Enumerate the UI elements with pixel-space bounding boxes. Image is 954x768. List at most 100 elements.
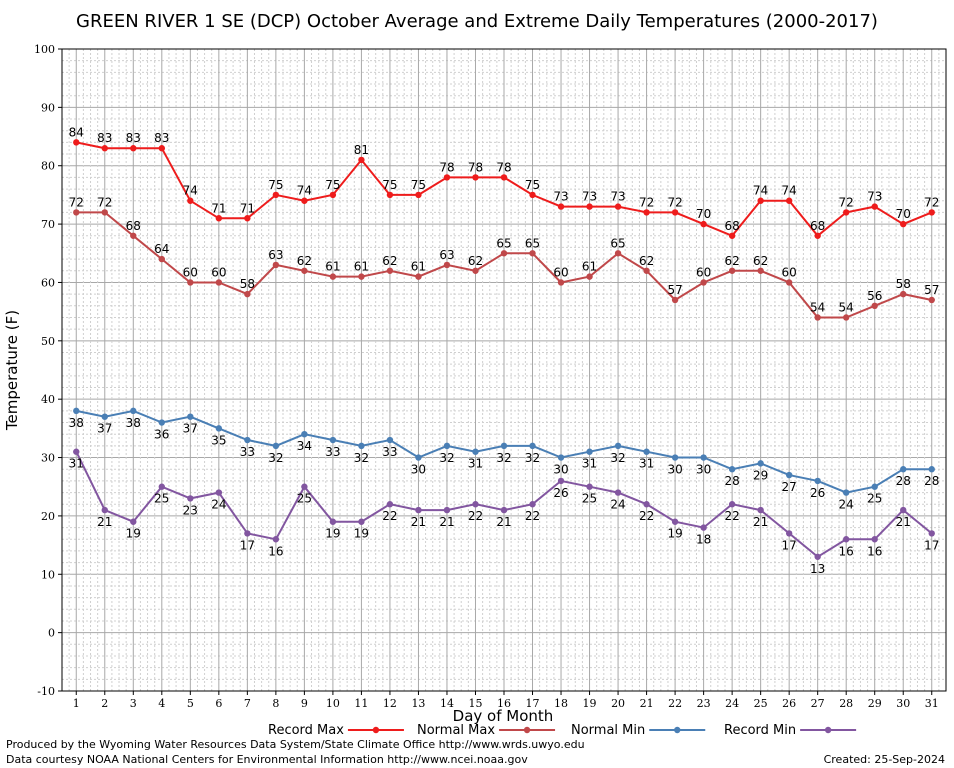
x-tick-label: 25 xyxy=(754,697,768,710)
x-tick-label: 7 xyxy=(244,697,251,710)
y-tick-label: 40 xyxy=(41,393,55,406)
record-max-point xyxy=(415,191,422,199)
normal-max-data-label: 61 xyxy=(582,260,597,274)
series-normal-min: 38 37 38 36 37 35 33 32 34 33 32 33 30 32 31 32 32 30 31 32… xyxy=(69,407,939,512)
record-max-point xyxy=(842,209,850,216)
normal-max-data-label: 60 xyxy=(553,265,568,279)
normal-max-point xyxy=(586,273,593,280)
record-max-point xyxy=(900,220,907,228)
normal-max-point xyxy=(614,250,622,257)
normal-min-data-label: 30 xyxy=(553,463,568,477)
record-max-point xyxy=(814,232,821,239)
normal-min-data-label: 30 xyxy=(696,463,711,477)
normal-max-point xyxy=(130,232,137,239)
normal-min-point xyxy=(728,466,736,473)
y-tick-label: 70 xyxy=(41,218,55,231)
normal-max-point xyxy=(301,267,308,274)
record-max-point xyxy=(187,197,194,204)
record-min-point xyxy=(671,518,679,525)
normal-min-point xyxy=(586,448,593,455)
normal-min-data-label: 32 xyxy=(610,451,625,465)
x-tick-label: 14 xyxy=(440,697,454,710)
record-min-point xyxy=(928,530,935,537)
normal-max-data-label: 65 xyxy=(610,236,625,250)
normal-max-point xyxy=(500,250,508,257)
record-min-point xyxy=(586,483,593,490)
normal-min-data-label: 36 xyxy=(154,428,169,442)
record-max-point xyxy=(158,145,166,152)
record-max-data-label: 68 xyxy=(724,219,739,233)
record-min-data-label: 17 xyxy=(782,538,797,552)
record-max-data-label: 74 xyxy=(753,184,768,198)
normal-max-point xyxy=(272,261,280,269)
x-tick-label: 22 xyxy=(668,697,682,710)
normal-min-point xyxy=(272,442,280,450)
x-tick-label: 21 xyxy=(640,697,654,710)
y-tick-label: -10 xyxy=(37,685,55,698)
normal-max-point xyxy=(472,267,479,274)
x-tick-label: 27 xyxy=(811,697,825,710)
x-tick-label: 24 xyxy=(725,697,739,710)
record-min-data-label: 16 xyxy=(839,544,854,558)
record-max-data-label: 71 xyxy=(240,201,255,215)
record-max-data-label: 70 xyxy=(696,207,711,221)
record-max-data-label: 78 xyxy=(468,160,483,174)
normal-min-point xyxy=(329,436,337,444)
record-max-point xyxy=(643,209,650,216)
normal-min-data-label: 38 xyxy=(126,416,141,430)
record-max-data-label: 81 xyxy=(354,143,369,157)
normal-min-data-label: 32 xyxy=(496,451,511,465)
x-tick-label: 20 xyxy=(611,697,625,710)
record-max-point xyxy=(443,174,451,181)
normal-min-data-label: 24 xyxy=(839,498,854,512)
record-max-data-label: 72 xyxy=(639,195,654,209)
normal-max-point xyxy=(728,267,736,274)
record-min-point xyxy=(757,506,764,514)
series-record-min: 31 21 19 25 23 24 17 16 25 19 19 22 21 21 22 21 22 26 25 24… xyxy=(69,448,939,576)
normal-max-point xyxy=(757,267,764,274)
normal-min-data-label: 34 xyxy=(297,439,312,453)
normal-max-data-label: 63 xyxy=(439,248,454,262)
record-min-data-label: 24 xyxy=(610,498,625,512)
normal-max-point xyxy=(386,267,394,274)
normal-max-point xyxy=(700,279,707,286)
normal-min-point xyxy=(643,448,650,455)
record-max-point xyxy=(301,197,308,204)
y-tick-label: 100 xyxy=(34,43,55,56)
normal-max-point xyxy=(529,250,536,257)
record-min-point xyxy=(301,483,308,490)
y-axis-ticks: -10 0 10 20 30 40 50 60 70 80 90 100 xyxy=(34,43,62,698)
normal-max-point xyxy=(643,267,650,274)
normal-max-data-label: 62 xyxy=(724,254,739,268)
normal-min-data-label: 33 xyxy=(382,445,397,459)
record-max-data-label: 73 xyxy=(582,190,597,204)
record-min-data-label: 22 xyxy=(639,509,654,523)
normal-max-data-label: 65 xyxy=(496,236,511,250)
record-max-point xyxy=(529,191,536,199)
record-min-data-label: 19 xyxy=(325,527,340,541)
normal-min-data-label: 26 xyxy=(810,486,825,500)
y-tick-label: 10 xyxy=(41,568,55,581)
normal-max-point xyxy=(785,279,793,286)
normal-min-point xyxy=(871,483,878,490)
record-max-data-label: 74 xyxy=(183,184,198,198)
record-max-data-label: 68 xyxy=(810,219,825,233)
record-max-data-label: 84 xyxy=(69,125,84,139)
record-min-data-label: 19 xyxy=(354,527,369,541)
record-max-data-label: 72 xyxy=(667,195,682,209)
normal-min-point xyxy=(301,431,308,438)
y-tick-label: 60 xyxy=(41,276,55,289)
record-max-point xyxy=(329,191,337,199)
record-max-point xyxy=(614,203,622,210)
record-min-point xyxy=(871,536,878,543)
normal-min-data-label: 32 xyxy=(525,451,540,465)
normal-max-data-label: 62 xyxy=(382,254,397,268)
normal-min-point xyxy=(215,425,223,432)
x-tick-label: 16 xyxy=(497,697,511,710)
normal-max-data-label: 62 xyxy=(297,254,312,268)
legend-label: Normal Max xyxy=(417,723,495,738)
normal-min-point xyxy=(700,454,707,461)
series-layer: 84 83 83 83 74 71 71 75 74 75 81 75 75 78 78 78 75 73 73 73… xyxy=(69,125,940,575)
record-min-point xyxy=(472,501,479,508)
record-max-point xyxy=(500,174,508,181)
